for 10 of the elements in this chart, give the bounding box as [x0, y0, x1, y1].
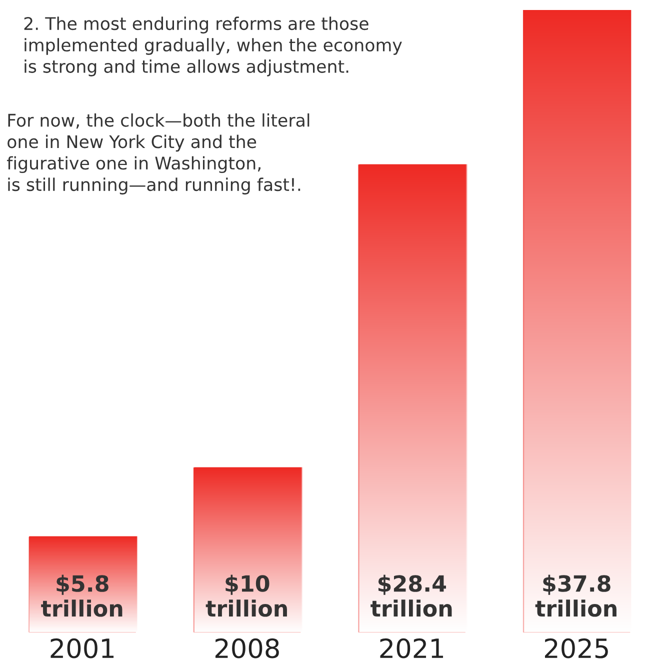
data-label: $37.8 trillion: [535, 574, 616, 617]
annotation: 2. The most enduring reforms are those implemented gradually, when the economy is strong and time allows adjustment.: [24, 16, 402, 76]
x-tick-label: 2008: [215, 638, 279, 658]
data-label: $10 trillion: [206, 574, 287, 617]
x-tick-label: 2025: [544, 638, 608, 658]
data-label: $28.4 trillion: [370, 574, 452, 617]
x-tick-label: 2001: [50, 638, 114, 658]
x-tick-label: 2021: [380, 638, 444, 658]
annotation: For now, the clock—both the literal one in New York City and the figurative one in Washington, is still running—and running fast!.: [6, 113, 310, 194]
data-label: $5.8 trillion: [41, 574, 122, 617]
